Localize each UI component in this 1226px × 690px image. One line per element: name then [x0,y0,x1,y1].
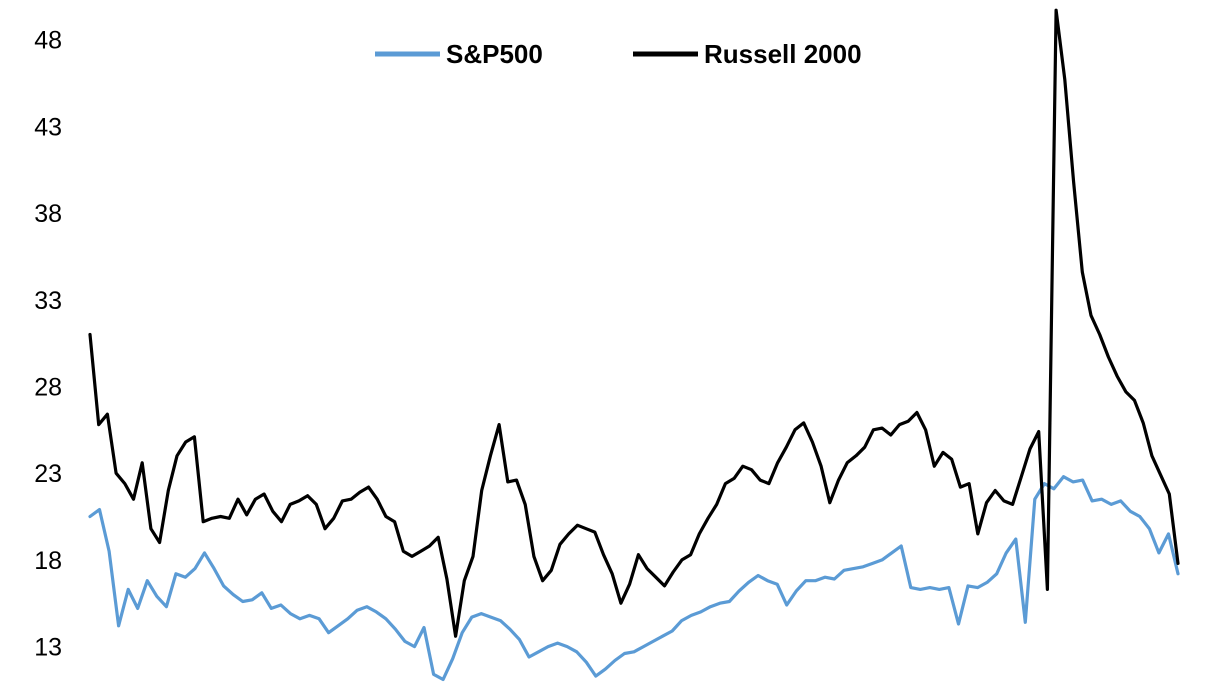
y-tick-label: 23 [34,460,62,488]
y-tick-label: 38 [34,200,62,228]
y-tick-label: 18 [34,547,62,575]
series-line-russell-2000 [88,8,1180,638]
legend-label-russell-2000: Russell 2000 [704,39,862,69]
series-line-sp500 [88,475,1180,682]
legend-label-sp500: S&P500 [446,39,543,69]
series-layer [88,8,1180,682]
y-axis: 13 18 23 28 33 38 43 48 [34,27,62,662]
y-tick-label: 28 [34,373,62,401]
y-tick-label: 43 [34,113,62,141]
y-tick-label: 33 [34,287,62,315]
y-tick-label: 48 [34,27,62,55]
y-tick-label: 13 [34,634,62,662]
legend: S&P500 Russell 2000 [375,39,862,69]
